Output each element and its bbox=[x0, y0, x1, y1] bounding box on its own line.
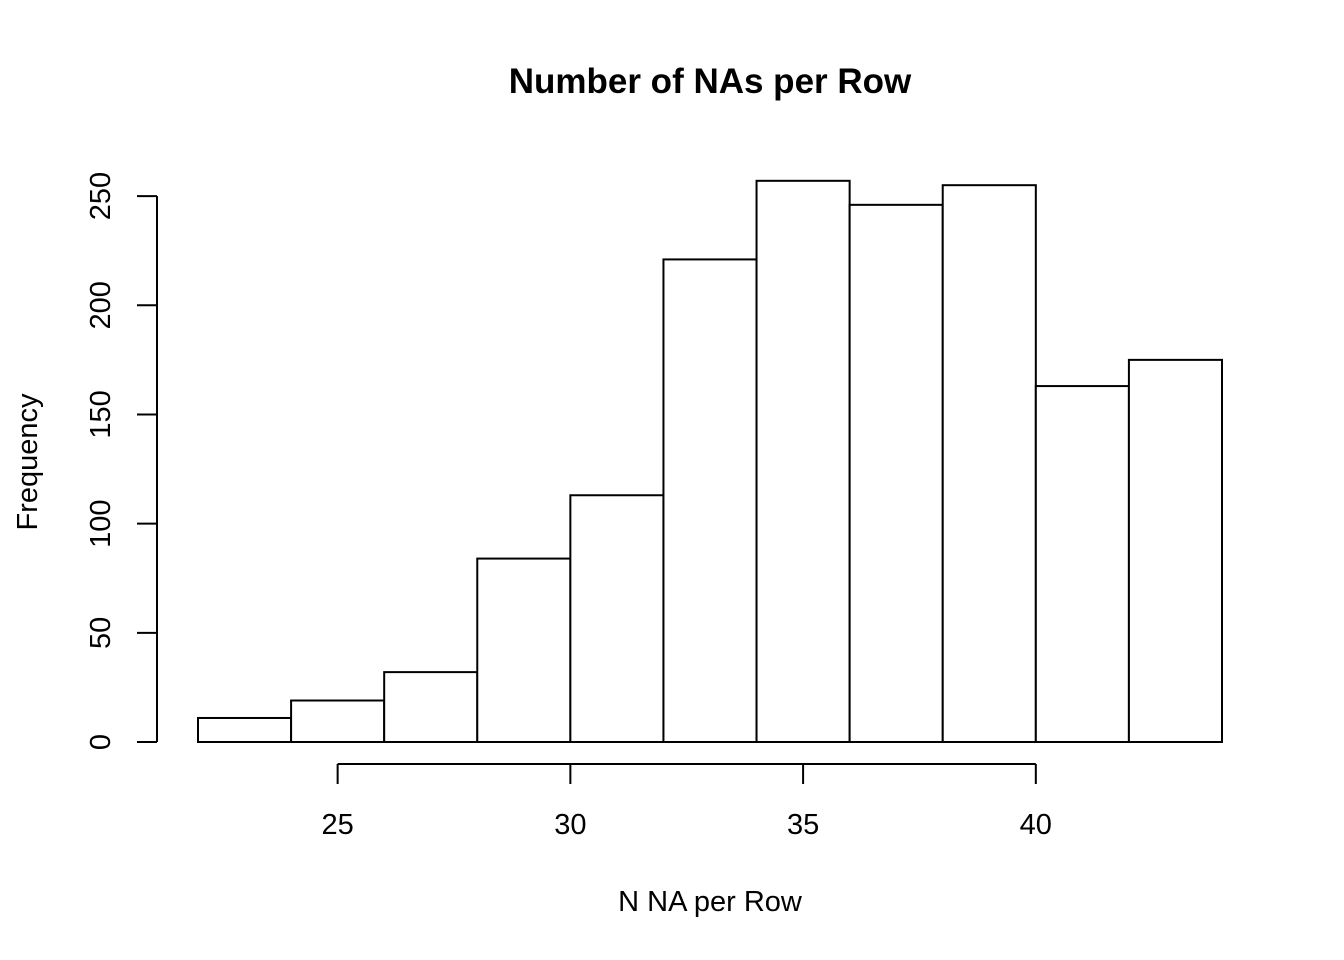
histogram-bar bbox=[941, 184, 1037, 743]
histogram-bar bbox=[383, 671, 479, 744]
histogram-bar bbox=[569, 494, 665, 743]
histogram-bar bbox=[1127, 358, 1223, 743]
y-tick-label: 0 bbox=[85, 734, 117, 750]
histogram-bar bbox=[662, 258, 758, 743]
x-tick-label: 40 bbox=[1020, 809, 1052, 841]
y-tick-label: 100 bbox=[85, 499, 117, 547]
x-tick-label: 35 bbox=[787, 809, 819, 841]
x-tick-label: 30 bbox=[554, 809, 586, 841]
y-tick-label: 50 bbox=[85, 617, 117, 649]
x-tick-label: 25 bbox=[322, 809, 354, 841]
bars-group bbox=[197, 179, 1223, 744]
y-tick-label: 200 bbox=[85, 281, 117, 329]
histogram-bar bbox=[1034, 385, 1130, 743]
chart-title: Number of NAs per Row bbox=[509, 62, 912, 101]
histogram-bar bbox=[848, 203, 944, 743]
y-tick-label: 250 bbox=[85, 172, 117, 220]
histogram-bar bbox=[755, 179, 851, 743]
histogram-bar bbox=[290, 699, 386, 743]
y-tick-label: 150 bbox=[85, 390, 117, 438]
x-axis-label: N NA per Row bbox=[618, 886, 803, 918]
x-axis: 25 30 35 40 bbox=[322, 763, 1052, 841]
histogram-bar bbox=[476, 557, 572, 743]
histogram-bar bbox=[197, 716, 293, 744]
y-axis: 0 50 100 150 200 250 bbox=[85, 172, 158, 750]
y-axis-label: Frequency bbox=[12, 393, 44, 531]
